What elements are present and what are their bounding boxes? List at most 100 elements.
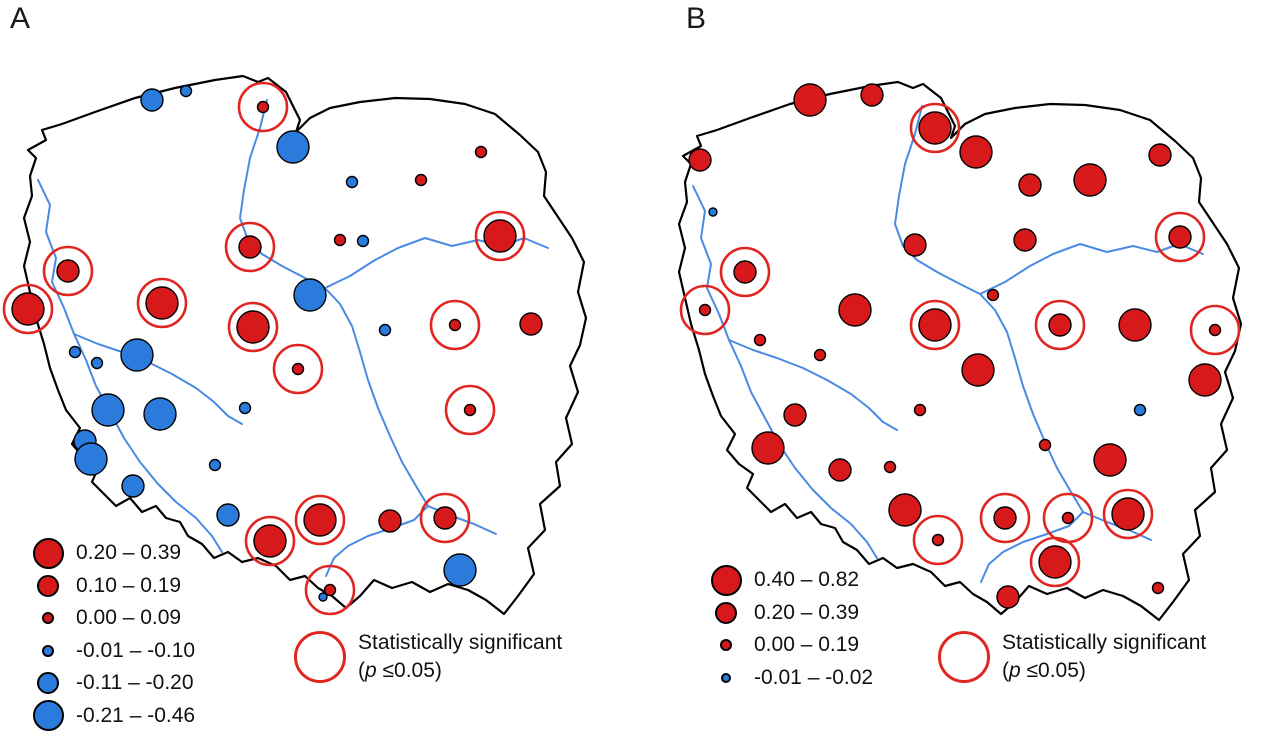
significance-ring: [444, 384, 496, 436]
legend-item: -0.21 – -0.46: [26, 700, 195, 733]
data-point-blue: [74, 442, 108, 476]
legend-dot-slot: [26, 700, 70, 732]
data-point-blue: [120, 338, 154, 372]
data-point-red: [1038, 438, 1052, 452]
legend-dot-blue: [721, 672, 731, 683]
data-point-red: [333, 233, 347, 247]
data-point-red: [323, 583, 337, 597]
data-point-red: [474, 145, 488, 159]
data-point-red: [1168, 225, 1192, 249]
legend-label: 0.20 – 0.39: [76, 541, 182, 565]
data-point-red: [931, 533, 945, 547]
legend-dot-slot: [26, 537, 70, 569]
data-point-red: [986, 288, 1000, 302]
significance-ring: [227, 301, 279, 353]
legend-label: 0.10 – 0.19: [76, 573, 182, 597]
data-point-red: [463, 403, 477, 417]
significance-ring: [224, 221, 276, 273]
data-point-red: [959, 135, 993, 169]
legend-dot-red: [715, 601, 737, 624]
significance-ring: [909, 102, 961, 154]
significance-ring: [1034, 299, 1086, 351]
legend-dot-blue: [42, 644, 54, 657]
data-point-red: [918, 308, 952, 342]
legend-dot-blue: [32, 700, 64, 732]
data-point-red: [303, 503, 337, 537]
data-point-red: [1048, 313, 1072, 337]
significance-ring: [474, 210, 526, 262]
data-point-blue: [345, 175, 359, 189]
significance-ring: [244, 515, 296, 567]
significance-label-line2: (p ≤0.05): [1002, 658, 1086, 682]
legend-dot-slot: [704, 639, 748, 652]
legend-dot-slot: [704, 672, 748, 683]
data-point-red: [751, 431, 785, 465]
data-point-red: [238, 235, 262, 259]
significance-ring: [909, 299, 961, 351]
data-point-blue: [318, 592, 328, 602]
legend-dot-red: [720, 639, 732, 652]
legend-label: -0.11 – -0.20: [76, 671, 194, 695]
legend-label: -0.21 – -0.46: [76, 703, 196, 727]
data-point-red: [1118, 308, 1152, 342]
significance-label-line2: (p ≤0.05): [358, 658, 442, 682]
data-point-red: [291, 362, 305, 376]
legend-item: 0.00 – 0.19: [704, 629, 873, 662]
data-point-blue: [708, 207, 718, 217]
legend-item: 0.00 – 0.09: [26, 602, 195, 635]
significance-text: Statistically significant (p ≤0.05): [1002, 629, 1206, 684]
data-point-red: [1148, 143, 1172, 167]
data-point-red: [433, 506, 457, 530]
data-point-red: [753, 333, 767, 347]
data-point-red: [1151, 581, 1165, 595]
significance-ring: [136, 277, 188, 329]
legend-label: 0.20 – 0.39: [754, 600, 860, 624]
data-point-red: [145, 286, 179, 320]
data-point-red: [448, 318, 462, 332]
data-point-blue: [68, 345, 82, 359]
legend-label: 0.40 – 0.82: [754, 568, 860, 592]
legend-dot-red: [42, 612, 54, 625]
data-point-red: [828, 458, 852, 482]
significance-ring: [1029, 536, 1081, 588]
significance-ring: [979, 492, 1031, 544]
data-point-red: [1073, 163, 1107, 197]
significance-ring: [2, 283, 54, 335]
data-point-red: [414, 173, 428, 187]
legend-panel-b: 0.40 – 0.82 0.20 – 0.39 0.00 – 0.19 -0.01 –…: [704, 564, 873, 694]
significance-ring-icon: [294, 630, 346, 683]
data-point-blue: [91, 393, 125, 427]
legend-panel-a: 0.20 – 0.39 0.10 – 0.19 0.00 – 0.09 -0.01 –…: [26, 537, 195, 732]
data-point-red: [813, 348, 827, 362]
data-point-red: [1018, 173, 1042, 197]
data-point-red: [519, 312, 543, 336]
data-point-red: [1188, 363, 1222, 397]
data-point-blue: [276, 130, 310, 164]
significance-ring: [272, 343, 324, 395]
data-point-blue: [121, 474, 145, 498]
significance-text: Statistically significant (p ≤0.05): [358, 629, 562, 684]
data-point-blue: [293, 278, 327, 312]
data-point-blue: [238, 401, 252, 415]
significance-label-line1: Statistically significant: [1002, 631, 1207, 654]
legend-item: 0.10 – 0.19: [26, 570, 195, 603]
legend-dot-slot: [26, 574, 70, 597]
legend-label: -0.01 – -0.02: [754, 665, 874, 689]
legend-dot-slot: [704, 564, 748, 596]
data-point-red: [783, 403, 807, 427]
data-point-red: [1013, 228, 1037, 252]
data-point-blue: [443, 553, 477, 587]
data-point-red: [1111, 497, 1145, 531]
data-point-blue: [378, 323, 392, 337]
data-point-red: [56, 259, 80, 283]
data-point-red: [913, 403, 927, 417]
significance-ring: [429, 299, 481, 351]
significance-ring-icon: [938, 630, 990, 683]
significance-ring: [294, 494, 346, 546]
legend-dot-slot: [26, 612, 70, 625]
data-point-red: [918, 111, 952, 145]
data-points-panel-b: [679, 83, 1241, 609]
data-point-red: [688, 148, 712, 172]
legend-dot-slot: [704, 601, 748, 624]
